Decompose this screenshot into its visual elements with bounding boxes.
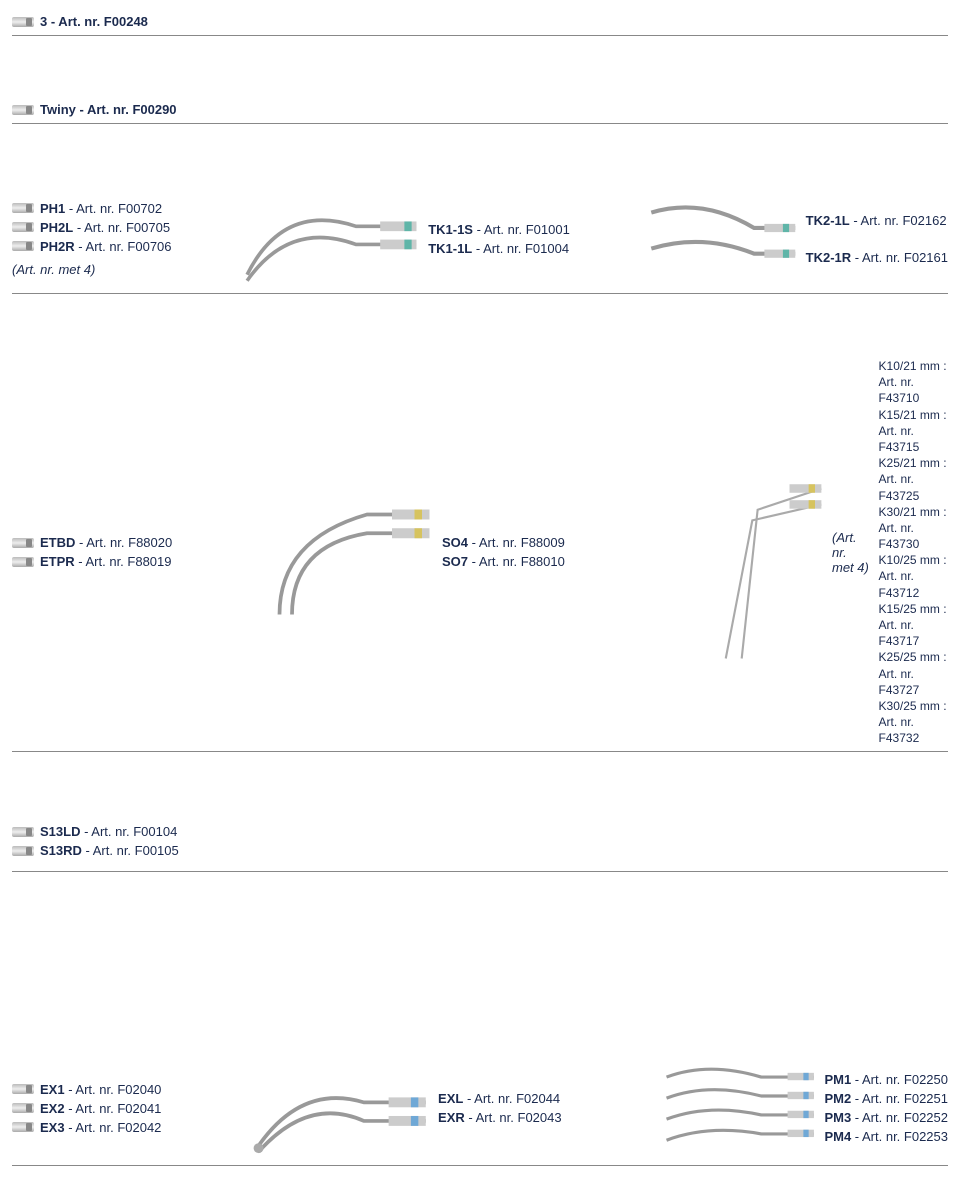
col-left: ETBD - Art. nr. F88020 ETPR - Art. nr. F… xyxy=(12,535,242,569)
item-ph2r: PH2R - Art. nr. F00706 xyxy=(12,239,235,254)
item-ph2l: PH2L - Art. nr. F00705 xyxy=(12,220,235,235)
tip-icon xyxy=(12,827,34,837)
item-tk1-1s: TK1-1S - Art. nr. F01001 xyxy=(428,222,641,237)
row-2: Twiny - Art. nr. F00290 xyxy=(12,96,948,124)
item-tk1-1l: TK1-1L - Art. nr. F01004 xyxy=(428,241,641,256)
img-exl xyxy=(240,1059,438,1158)
tip-icon xyxy=(12,17,34,27)
item-ex1: EX1 - Art. nr. F02040 xyxy=(12,1082,240,1097)
tip-icon xyxy=(12,1122,34,1132)
item-so7: SO7 - Art. nr. F88010 xyxy=(442,554,662,569)
row-5: S13LD - Art. nr. F00104 S13RD - Art. nr.… xyxy=(12,812,948,872)
label: 3 - Art. nr. F00248 xyxy=(40,14,148,29)
tip-icon xyxy=(12,538,34,548)
tip-icon xyxy=(12,222,34,232)
img-pm xyxy=(656,1056,824,1161)
item-s13rd: S13RD - Art. nr. F00105 xyxy=(12,843,242,858)
item-twiny: Twiny - Art. nr. F00290 xyxy=(12,102,177,117)
tip-icon xyxy=(12,557,34,567)
item-ex3: EX3 - Art. nr. F02042 xyxy=(12,1120,240,1135)
k-list: K10/21 mm : Art. nr. F43710 K15/21 mm : … xyxy=(879,358,948,747)
item-pm3: PM3 - Art. nr. F02252 xyxy=(824,1110,948,1125)
item-ph1: PH1 - Art. nr. F00702 xyxy=(12,201,235,216)
item-pm1: PM1 - Art. nr. F02250 xyxy=(824,1072,948,1087)
item-3: 3 - Art. nr. F00248 xyxy=(12,14,148,29)
item-etpr: ETPR - Art. nr. F88019 xyxy=(12,554,242,569)
item-so4: SO4 - Art. nr. F88009 xyxy=(442,535,662,550)
item-exr: EXR - Art. nr. F02043 xyxy=(438,1110,656,1125)
col-right: PM1 - Art. nr. F02250 PM2 - Art. nr. F02… xyxy=(824,1072,948,1144)
col-mid: TK1-1S - Art. nr. F01001 TK1-1L - Art. n… xyxy=(428,222,641,256)
item-ex2: EX2 - Art. nr. F02041 xyxy=(12,1101,240,1116)
item-etbd: ETBD - Art. nr. F88020 xyxy=(12,535,242,550)
col-left: EX1 - Art. nr. F02040 EX2 - Art. nr. F02… xyxy=(12,1082,240,1135)
col-mid: EXL - Art. nr. F02044 EXR - Art. nr. F02… xyxy=(438,1091,656,1125)
row-3: PH1 - Art. nr. F00702 PH2L - Art. nr. F0… xyxy=(12,184,948,294)
item-tk2-1r: TK2-1R - Art. nr. F02161 xyxy=(806,250,948,265)
img-so xyxy=(242,477,442,627)
col-mid: SO4 - Art. nr. F88009 SO7 - Art. nr. F88… xyxy=(442,535,662,569)
img-tk1 xyxy=(235,190,429,287)
col-right: (Art. nr. met 4) K10/21 mm : Art. nr. F4… xyxy=(832,358,948,747)
item-s13ld: S13LD - Art. nr. F00104 xyxy=(12,824,242,839)
col-left: S13LD - Art. nr. F00104 S13RD - Art. nr.… xyxy=(12,824,242,858)
row-6: EX1 - Art. nr. F02040 EX2 - Art. nr. F02… xyxy=(12,1052,948,1166)
img-tk2 xyxy=(641,192,806,285)
row-1: 3 - Art. nr. F00248 xyxy=(12,8,948,36)
col-left: PH1 - Art. nr. F00702 PH2L - Art. nr. F0… xyxy=(12,201,235,277)
tip-icon xyxy=(12,1103,34,1113)
note: (Art. nr. met 4) xyxy=(832,530,871,575)
item-pm2: PM2 - Art. nr. F02251 xyxy=(824,1091,948,1106)
item-exl: EXL - Art. nr. F02044 xyxy=(438,1091,656,1106)
item-pm4: PM4 - Art. nr. F02253 xyxy=(824,1129,948,1144)
item-tk2-1l: TK2-1L - Art. nr. F02162 xyxy=(806,213,948,228)
img-k xyxy=(662,446,832,659)
tip-icon xyxy=(12,105,34,115)
col-right: TK2-1L - Art. nr. F02162 TK2-1R - Art. n… xyxy=(806,213,948,265)
tip-icon xyxy=(12,241,34,251)
tip-icon xyxy=(12,1084,34,1094)
note: (Art. nr. met 4) xyxy=(12,262,235,277)
tip-icon xyxy=(12,846,34,856)
label: Twiny - Art. nr. F00290 xyxy=(40,102,177,117)
row-4: ETBD - Art. nr. F88020 ETPR - Art. nr. F… xyxy=(12,354,948,752)
tip-icon xyxy=(12,203,34,213)
